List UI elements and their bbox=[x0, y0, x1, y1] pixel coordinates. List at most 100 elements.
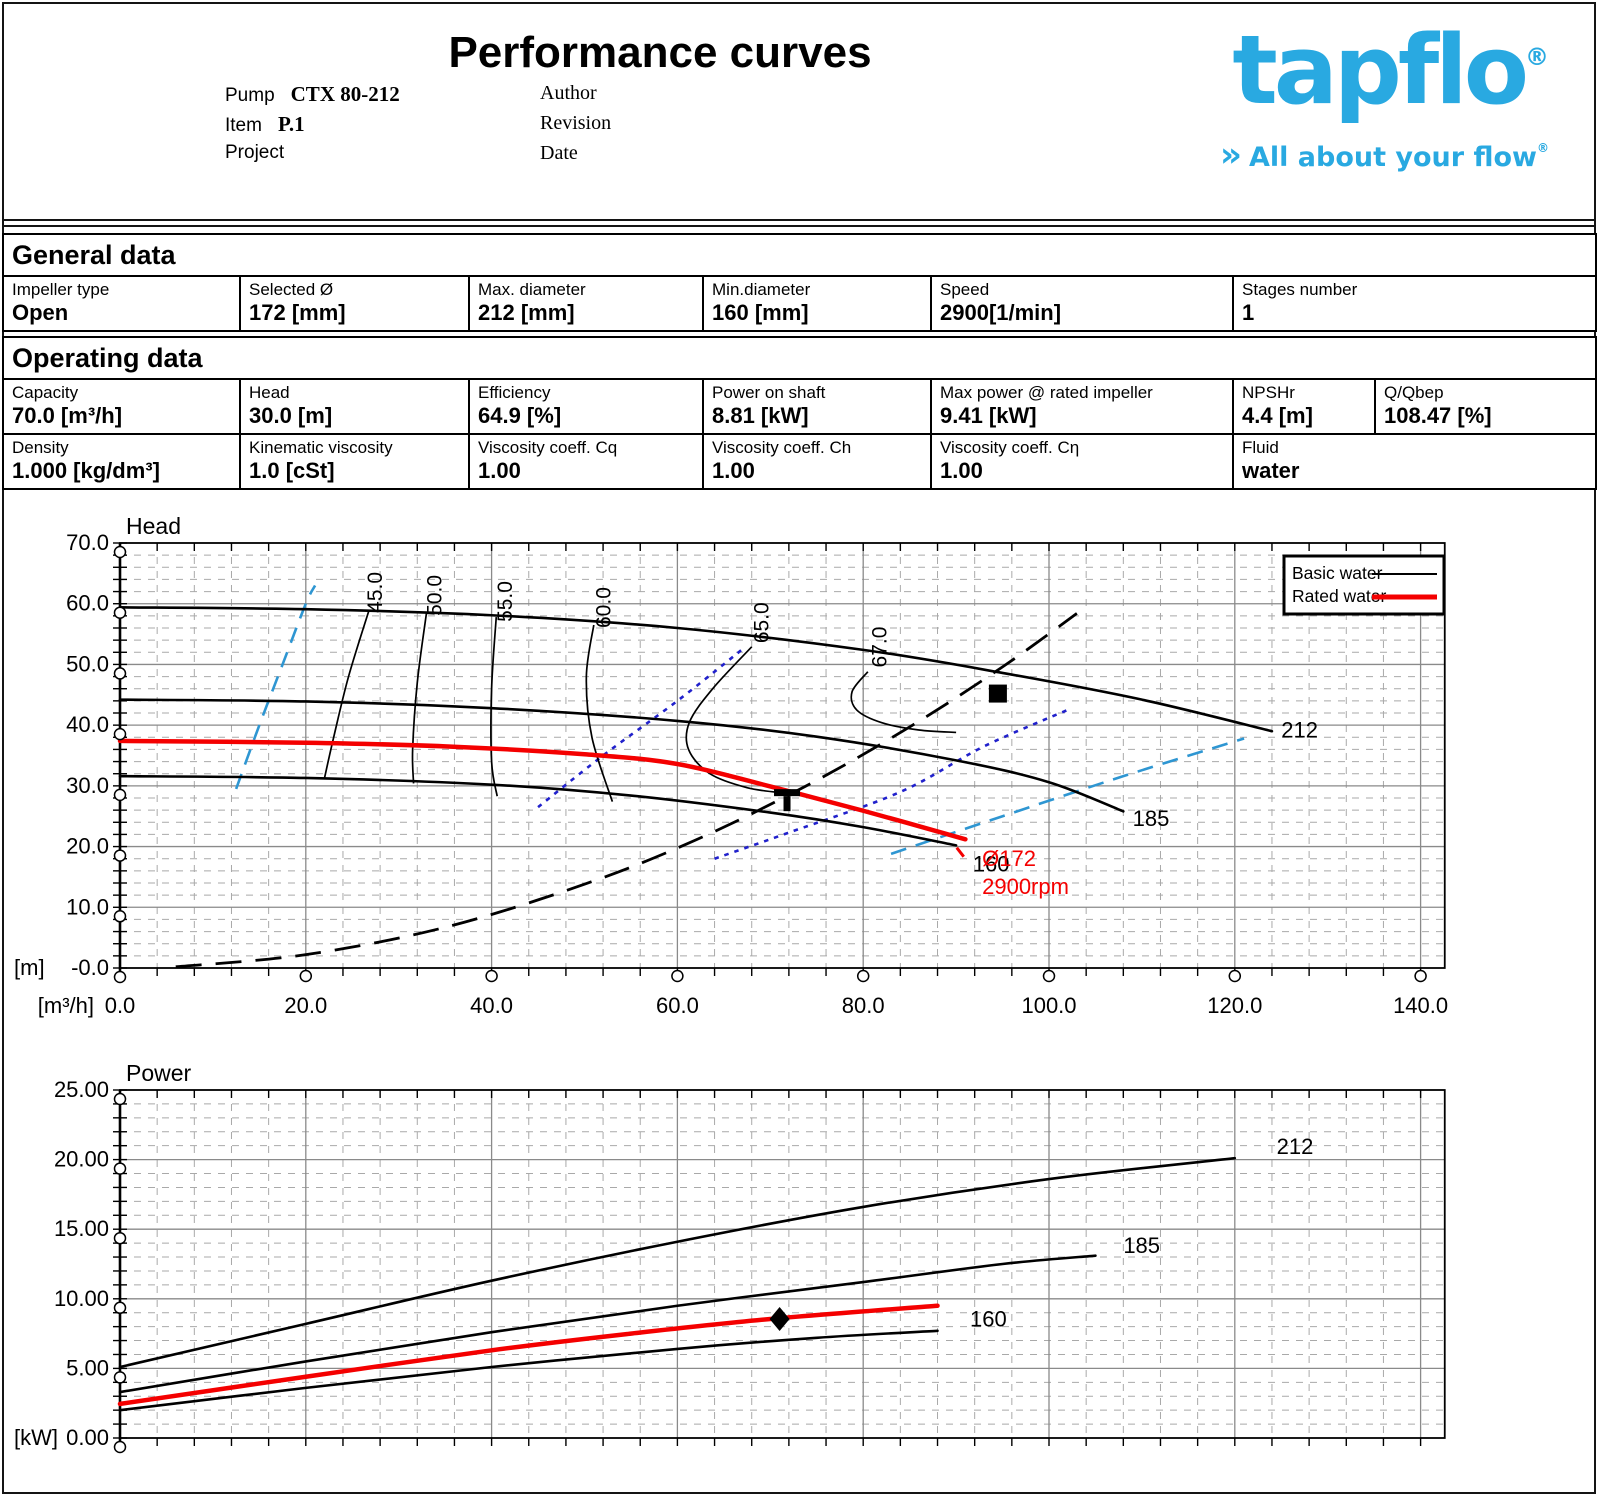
head-chart-affinity-parabola bbox=[175, 612, 1078, 969]
head-chart-efficiency-label-65.0: 65.0 bbox=[750, 602, 773, 643]
head-chart-efficiency-contour-45.0 bbox=[323, 610, 370, 779]
head-chart-efficiency-contour-67.0 bbox=[850, 671, 957, 734]
cell-value: 2900[1/min] bbox=[940, 300, 1062, 325]
header-field-author: Author bbox=[540, 82, 597, 104]
head-chart-y-tick-label: 40.0 bbox=[66, 712, 109, 737]
head-chart-x-tick-label: 80.0 bbox=[842, 993, 885, 1018]
operating-1-cell-max-power-rated-impeller: Max power @ rated impeller 9.41 [kW] bbox=[930, 380, 1232, 433]
head-chart-legend: Basic water Rated water bbox=[1282, 554, 1446, 616]
operating-2-cell-density: Density 1.000 [kg/dm³] bbox=[4, 435, 239, 488]
power-chart-label-160: 160 bbox=[970, 1307, 1007, 1332]
cell-label: Selected Ø bbox=[249, 280, 334, 299]
header-field-project: Project bbox=[225, 142, 285, 163]
operating-1-cell-q-qbep: Q/Qbep 108.47 [%] bbox=[1374, 380, 1595, 433]
general-cell-speed: Speed 2900[1/min] bbox=[930, 277, 1232, 330]
general-data-title: General data bbox=[4, 235, 1595, 277]
head-chart-efficiency-label-67.0: 67.0 bbox=[868, 627, 891, 668]
head-chart-y-tick-label: 30.0 bbox=[66, 773, 109, 798]
head-chart-label-160: 160 bbox=[973, 851, 1010, 876]
cell-value: 1.00 bbox=[940, 458, 983, 483]
head-chart-x-tick-label: 120.0 bbox=[1207, 993, 1262, 1018]
tapflo-logo-wordmark: tapflo® bbox=[1232, 16, 1549, 126]
head-chart-y-tick-label: 10.0 bbox=[66, 894, 109, 919]
general-cell-impeller-type: Impeller type Open bbox=[4, 277, 239, 330]
general-cell-selected-: Selected Ø 172 [mm] bbox=[239, 277, 468, 330]
operating-2-cell-kinematic-viscosity: Kinematic viscosity 1.0 [cSt] bbox=[239, 435, 468, 488]
registered-mark-icon: ® bbox=[1537, 141, 1549, 155]
registered-mark-icon: ® bbox=[1525, 43, 1549, 71]
head-chart-efficiency-contour-50.0 bbox=[411, 612, 428, 784]
cell-label: Stages number bbox=[1242, 280, 1358, 299]
header-field-pump: Pump CTX 80-212 bbox=[225, 82, 400, 106]
power-chart-series-185 bbox=[118, 1254, 1097, 1394]
head-chart-efficiency-contour-65.0 bbox=[685, 646, 785, 794]
general-cell-min-diameter: Min.diameter 160 [mm] bbox=[702, 277, 930, 330]
cell-value: 8.81 [kW] bbox=[712, 403, 809, 428]
cell-label: Max power @ rated impeller bbox=[940, 383, 1153, 402]
cell-label: Viscosity coeff. Cη bbox=[940, 438, 1080, 457]
power-chart-title: Power bbox=[126, 1060, 192, 1086]
header-field-date: Date bbox=[540, 142, 578, 164]
tapflo-logo: tapflo® » All about your flow® bbox=[1219, 10, 1549, 176]
power-chart-series-212 bbox=[118, 1156, 1237, 1369]
operating-1-cell-efficiency: Efficiency 64.9 [%] bbox=[468, 380, 702, 433]
general-cell-stages-number: Stages number 1 bbox=[1232, 277, 1595, 330]
head-chart-efficiency-contour-60.0 bbox=[585, 624, 614, 802]
power-chart-series-rated-172 bbox=[117, 1303, 940, 1407]
header-divider-top bbox=[2, 219, 1596, 221]
power-chart-y-unit: [kW] bbox=[14, 1425, 58, 1450]
cell-label: Power on shaft bbox=[712, 383, 826, 402]
cell-label: Viscosity coeff. Cq bbox=[478, 438, 618, 457]
head-chart-x-tick-label: 20.0 bbox=[284, 993, 327, 1018]
double-chevron-icon: » bbox=[1220, 135, 1242, 175]
head-chart-y-tick-label: 20.0 bbox=[66, 834, 109, 859]
header-divider-bottom bbox=[2, 225, 1596, 227]
head-chart-eff-branch-65 bbox=[537, 648, 744, 809]
operating-2-cell-viscosity-coeff-ch: Viscosity coeff. Ch 1.00 bbox=[702, 435, 930, 488]
power-chart-series-160 bbox=[118, 1329, 939, 1412]
head-chart-y-tick-label: 70.0 bbox=[66, 530, 109, 555]
head-chart-x-tick-label: 140.0 bbox=[1393, 993, 1448, 1018]
head-chart-q-max-limit bbox=[890, 737, 1245, 856]
power-chart-y-tick-label: 20.00 bbox=[54, 1147, 109, 1172]
operating-data-row-2: Density 1.000 [kg/dm³] Kinematic viscosity… bbox=[4, 433, 1595, 488]
tapflo-tagline: » All about your flow® bbox=[1220, 135, 1549, 175]
head-chart-y-tick-label: -0.0 bbox=[71, 955, 109, 980]
header-field-item: Item P.1 bbox=[225, 112, 305, 136]
cell-value: 172 [mm] bbox=[249, 300, 346, 325]
head-chart-duty-marker-tee bbox=[774, 789, 801, 812]
power-chart-label-212: 212 bbox=[1277, 1134, 1314, 1159]
cell-label: Efficiency bbox=[478, 383, 551, 402]
head-chart-efficiency-label-60.0: 60.0 bbox=[593, 587, 616, 628]
head-chart-major-grid bbox=[120, 543, 1445, 968]
cell-value: 9.41 [kW] bbox=[940, 403, 1037, 428]
head-chart-label-2900rpm: 2900rpm bbox=[982, 874, 1069, 899]
cell-label: Max. diameter bbox=[478, 280, 586, 299]
operating-2-cell-viscosity-coeff-c-: Viscosity coeff. Cη 1.00 bbox=[930, 435, 1232, 488]
head-chart-x-unit: [m³/h] bbox=[38, 993, 94, 1018]
head-chart-efficiency-label-45.0: 45.0 bbox=[364, 572, 387, 613]
head-chart-label-185: 185 bbox=[1133, 806, 1170, 831]
operating-1-cell-power-on-shaft: Power on shaft 8.81 [kW] bbox=[702, 380, 930, 433]
cell-label: Capacity bbox=[12, 383, 79, 402]
head-chart-q-min-limit bbox=[234, 584, 317, 790]
power-chart-label-185: 185 bbox=[1123, 1233, 1160, 1258]
operating-2-cell-fluid: Fluid water bbox=[1232, 435, 1595, 488]
power-capacity-chart: 212 185 160 Power 0.00 5.00 10.00 15.00 20.00 25.… bbox=[14, 1060, 1446, 1454]
head-chart-rated-leader-tick bbox=[955, 846, 965, 858]
operating-data-row-1: Capacity 70.0 [m³/h] Head 30.0 [m] Efficienc… bbox=[4, 380, 1595, 433]
head-chart-series-160 bbox=[118, 774, 958, 847]
head-chart-x-tick-label: 0.0 bbox=[105, 993, 136, 1018]
head-chart-x-tick-label: 100.0 bbox=[1021, 993, 1076, 1018]
cell-value: Open bbox=[12, 300, 69, 325]
operating-1-cell-npshr: NPSHr 4.4 [m] bbox=[1232, 380, 1374, 433]
head-chart-label-Ø172: Ø172 bbox=[982, 846, 1036, 871]
cell-label: Speed bbox=[940, 280, 990, 299]
general-data-row: Impeller type Open Selected Ø 172 [mm] Max. … bbox=[4, 277, 1595, 330]
cell-value: 1.0 [cSt] bbox=[249, 458, 335, 483]
cell-value: 108.47 [%] bbox=[1384, 403, 1492, 428]
general-cell-max-diameter: Max. diameter 212 [mm] bbox=[468, 277, 702, 330]
head-chart-efficiency-label-50.0: 50.0 bbox=[423, 575, 446, 616]
